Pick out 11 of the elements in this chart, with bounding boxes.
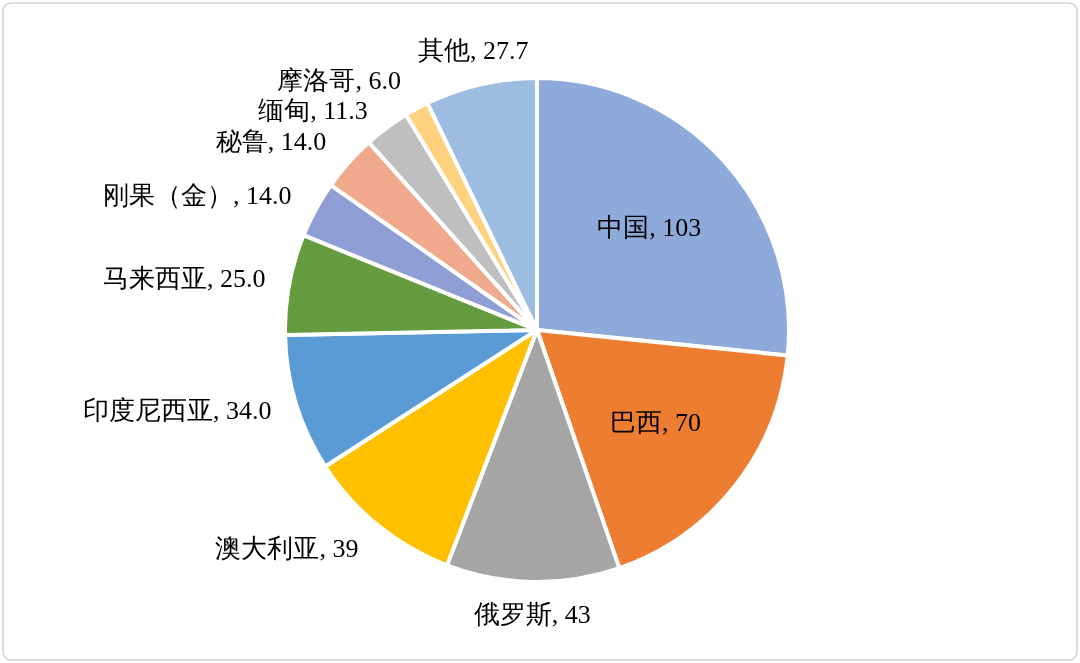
slice-label: 印度尼西亚, 34.0 bbox=[83, 395, 272, 425]
slice-label: 澳大利亚, 39 bbox=[215, 534, 359, 564]
slice-label: 俄罗斯, 43 bbox=[473, 600, 591, 630]
slice-label: 摩洛哥, 6.0 bbox=[277, 65, 401, 95]
slice-label: 巴西, 70 bbox=[610, 408, 702, 438]
slice-label: 马来西亚, 25.0 bbox=[102, 264, 266, 294]
slice-label: 秘鲁, 14.0 bbox=[215, 127, 327, 157]
slice-label: 其他, 27.7 bbox=[418, 35, 529, 65]
slice-label: 刚果（金）, 14.0 bbox=[102, 180, 292, 210]
slice-label: 中国, 103 bbox=[597, 213, 702, 243]
slice-label: 缅甸, 11.3 bbox=[258, 95, 368, 125]
